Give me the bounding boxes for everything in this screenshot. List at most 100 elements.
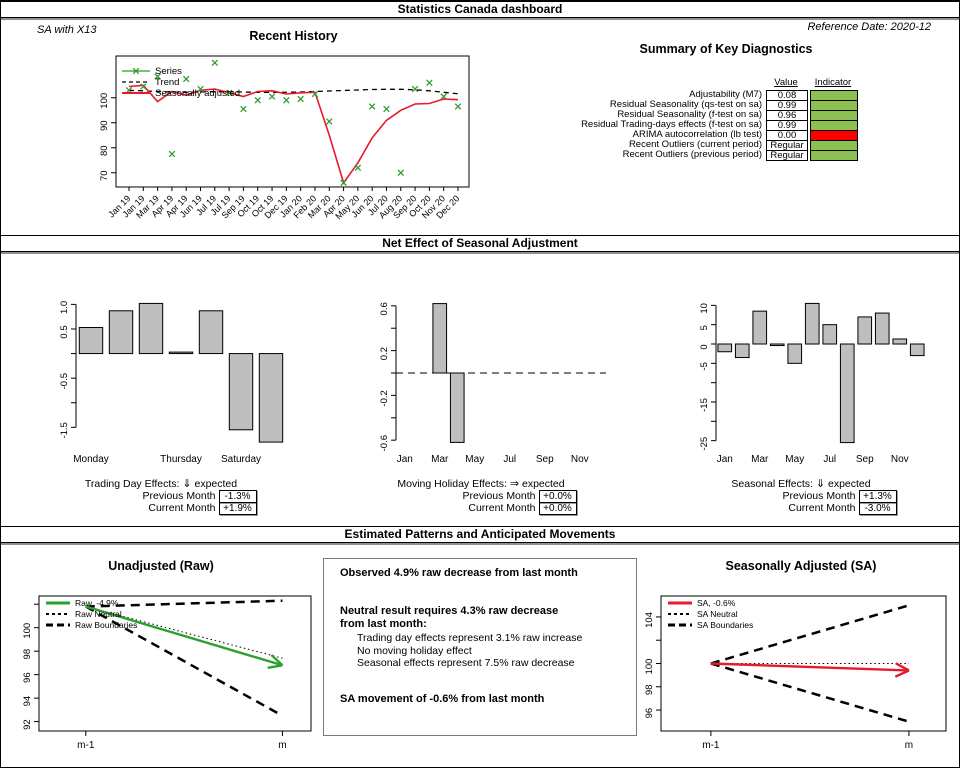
current-month-value: -3.0% <box>858 501 897 515</box>
svg-text:1.0: 1.0 <box>59 301 70 314</box>
x-axis: m-1 m <box>702 731 913 751</box>
diagnostics-table: Value Indicator Adjustability (M7) 0.08 Re… <box>512 77 858 161</box>
bar-sep <box>857 316 873 345</box>
previous-month-label: Previous Month <box>462 490 536 502</box>
caption-heading: Trading Day Effects: <box>84 478 180 490</box>
observed-line: Observed 4.9% raw decrease from last mon… <box>340 567 578 579</box>
svg-text:-15: -15 <box>699 398 710 412</box>
series-points <box>125 59 462 187</box>
bar-jun <box>804 302 820 345</box>
section-patterns: Unadjusted (Raw) 100 98 96 94 92 m-1 m Raw, -4.… <box>1 544 959 767</box>
recent-history-title: Recent History <box>249 29 338 43</box>
svg-text:104: 104 <box>644 612 655 628</box>
bar-dec <box>909 343 925 357</box>
bars <box>717 302 925 444</box>
bar-mar <box>752 310 768 345</box>
svg-text:Seasonally adjusted: Seasonally adjusted <box>155 88 240 99</box>
previous-month-label: Previous Month <box>782 490 856 502</box>
svg-text:Series: Series <box>155 66 182 77</box>
svg-text:Jul: Jul <box>823 454 836 465</box>
patterns-title: Estimated Patterns and Anticipated Movem… <box>344 527 616 541</box>
col-value: Value <box>774 77 798 88</box>
svg-text:100: 100 <box>644 659 655 675</box>
bar-nov <box>892 338 908 345</box>
y-axis: 10 5 0 -5 -15 -25 <box>699 303 717 451</box>
svg-text:Monday: Monday <box>73 454 109 465</box>
y-axis: 104 100 98 96 <box>644 612 661 718</box>
svg-text:0.5: 0.5 <box>59 325 70 338</box>
diagnostic-label: Adjustability (M7) <box>689 89 762 100</box>
diagnostics-title: Summary of Key Diagnostics <box>639 42 813 56</box>
expected-down-arrow: ⇓ <box>182 478 192 490</box>
lower-boundary <box>85 605 284 717</box>
svg-text:m-1: m-1 <box>77 740 95 751</box>
bar-aug <box>839 343 855 444</box>
seasonal-effects-panel: 10 5 0 -5 -15 -25 Jan Mar May Jul Sep Nov Seasonal … <box>641 253 959 526</box>
svg-text:m: m <box>905 740 913 751</box>
col-indicator: Indicator <box>814 77 852 88</box>
svg-text:Jan: Jan <box>397 454 413 465</box>
bar-tuesday <box>108 310 134 355</box>
bar-thursday <box>168 351 194 355</box>
svg-text:100: 100 <box>22 623 33 639</box>
movement-summary-box: Observed 4.9% raw decrease from last mon… <box>323 558 637 736</box>
svg-text:Thursday: Thursday <box>160 454 202 465</box>
svg-text:Raw Boundaries: Raw Boundaries <box>75 620 137 630</box>
caption-seasonal: Seasonal Effects: ⇓ expected Previous Mo… <box>651 478 951 515</box>
svg-text:-0.5: -0.5 <box>59 373 70 389</box>
sa-line <box>128 84 459 185</box>
trend-line <box>128 88 459 95</box>
current-month-label: Current Month <box>148 502 216 514</box>
expected-down-arrow: ⇓ <box>815 478 826 490</box>
svg-text:5: 5 <box>699 325 710 330</box>
bar-sunday <box>258 353 284 443</box>
bar-apr <box>769 343 785 347</box>
moving-holiday-panel: 0.6 0.2 -0.2 -0.6 Jan Mar May Jul Sep Nov Moving … <box>321 253 641 526</box>
sa-method-note: SA with X13 <box>37 24 97 36</box>
raw-pattern-chart: 100 98 96 94 92 m-1 m Raw, -4.9%Raw NeutralRaw … <box>22 595 312 751</box>
x-axis: m-1 m <box>77 731 287 751</box>
diagnostic-label: Recent Outliers (previous period) <box>622 149 762 160</box>
section-net-effect: 1.0 0.5 -0.5 -1.5 Monday Thursday Saturday Tra… <box>1 253 959 526</box>
y-axis: 70 80 90 100 <box>99 93 116 181</box>
svg-text:Jul: Jul <box>503 454 516 465</box>
raw-chart-title: Unadjusted (Raw) <box>108 559 214 573</box>
caption-trading-day: Trading Day Effects: ⇓ expected Previous… <box>11 478 311 515</box>
current-month-label: Current Month <box>468 502 536 514</box>
x-axis: Jan Mar May Jul Sep Nov <box>717 454 909 465</box>
bar-wednesday <box>138 302 164 355</box>
movement-summary-panel: Observed 4.9% raw decrease from last mon… <box>321 544 641 767</box>
reference-date: Reference Date: 2020-12 <box>807 21 931 33</box>
svg-text:90: 90 <box>99 120 110 131</box>
raw-pattern-panel: Unadjusted (Raw) 100 98 96 94 92 m-1 m Raw, -4.… <box>1 544 321 767</box>
bar-monday <box>78 327 104 355</box>
svg-text:SA Neutral: SA Neutral <box>697 609 738 619</box>
diagnostic-row: Recent Outliers (previous period) Regular <box>512 150 858 161</box>
current-month-value: +1.9% <box>218 501 257 515</box>
svg-text:May: May <box>465 454 484 465</box>
upper-boundary <box>85 599 283 608</box>
y-axis: 0.6 0.2 -0.2 -0.6 <box>379 302 397 451</box>
diagnostics-header: Value Indicator <box>512 77 858 90</box>
svg-text:-25: -25 <box>699 437 710 451</box>
svg-text:70: 70 <box>99 170 110 181</box>
svg-text:0: 0 <box>699 344 710 349</box>
sa-chart-title: Seasonally Adjusted (SA) <box>725 559 877 573</box>
bar-jan <box>717 343 733 353</box>
lower-boundary <box>710 662 910 723</box>
svg-text:Trend: Trend <box>155 77 179 88</box>
caption-moving-holiday: Moving Holiday Effects: ⇒ expected Previ… <box>331 478 631 515</box>
bar-may <box>787 343 803 364</box>
net-effect-header: Net Effect of Seasonal Adjustment <box>1 235 959 252</box>
diagnostic-label: Recent Outliers (current period) <box>628 139 762 150</box>
svg-text:-0.2: -0.2 <box>379 390 390 406</box>
x-axis: Jan Mar May Jul Sep Nov <box>397 454 589 465</box>
svg-text:SA, -0.6%: SA, -0.6% <box>697 598 736 608</box>
patterns-header: Estimated Patterns and Anticipated Movem… <box>1 526 959 543</box>
expected-label: expected <box>521 478 565 490</box>
seasonal-effects-chart: 10 5 0 -5 -15 -25 Jan Mar May Jul Sep Nov <box>699 302 925 465</box>
